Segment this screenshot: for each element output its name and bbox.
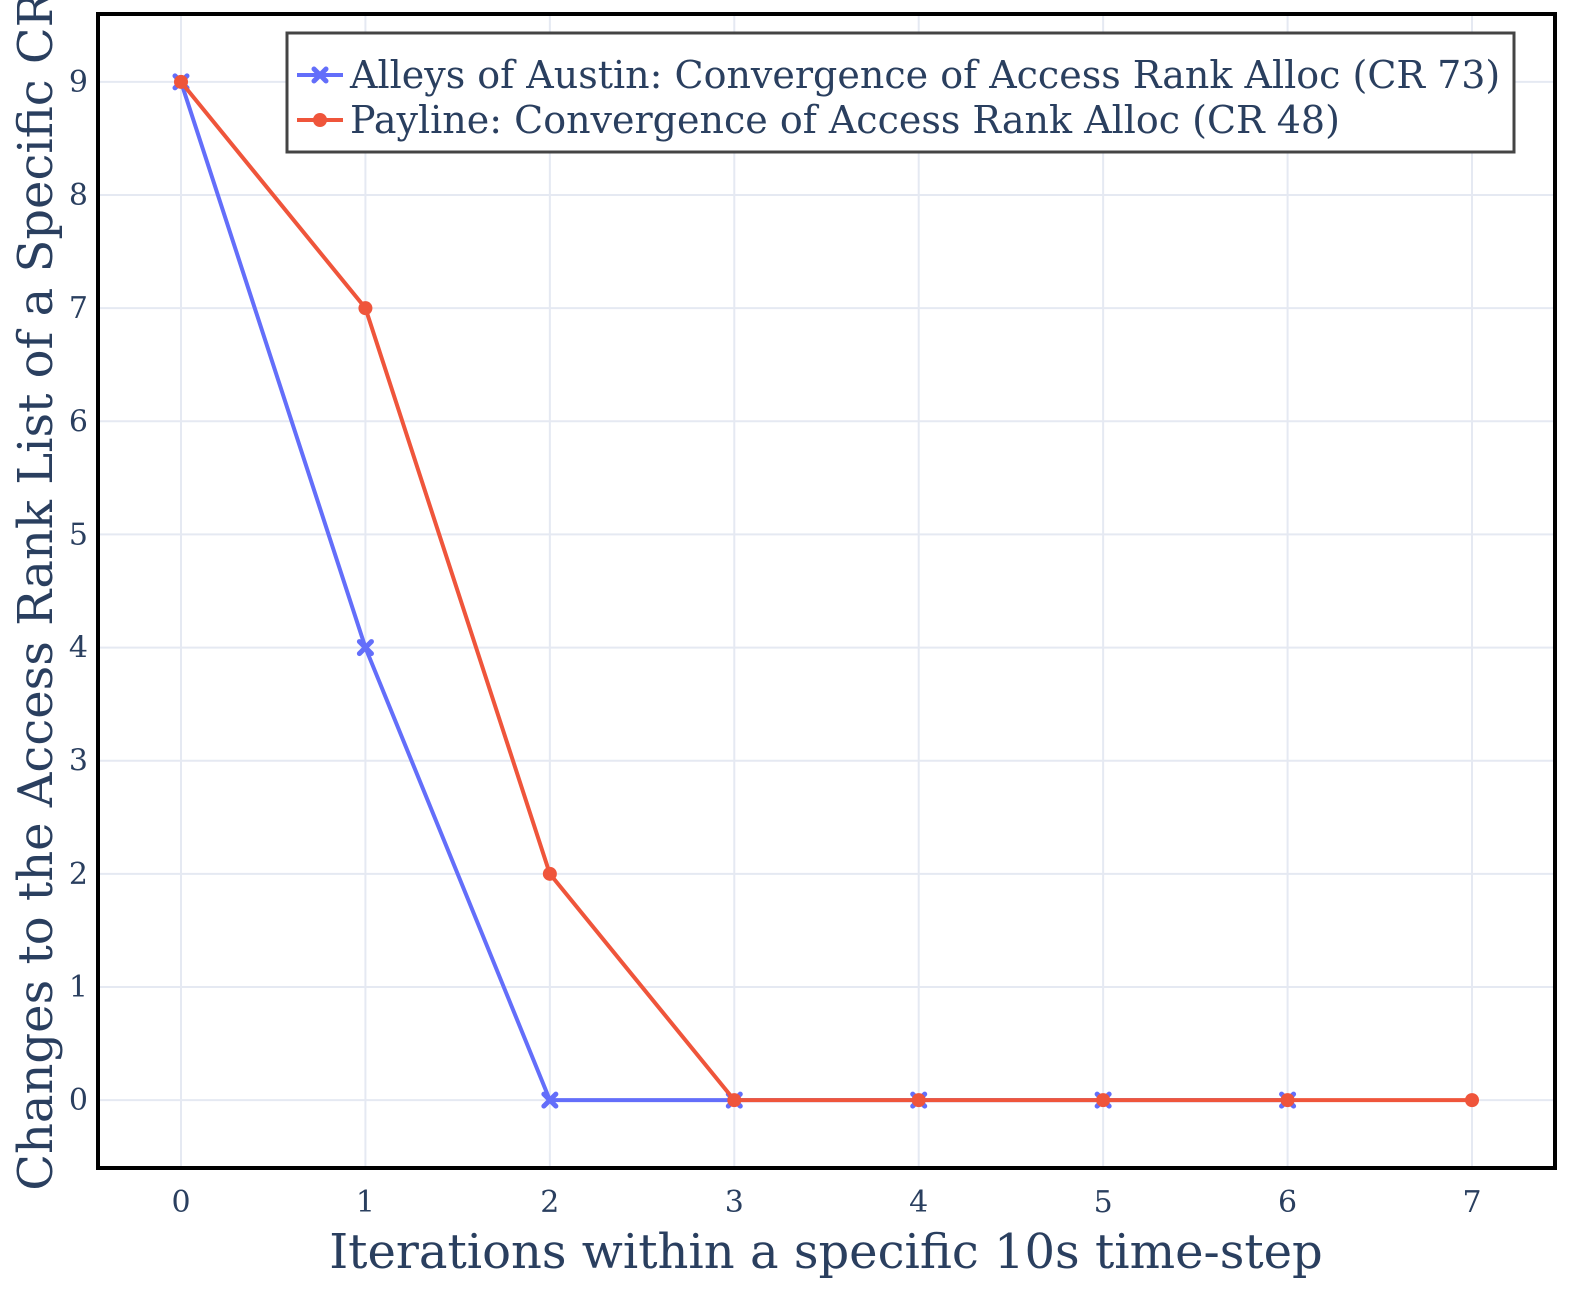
y-tick-label: 6 bbox=[69, 404, 88, 439]
legend-label: Payline: Convergence of Access Rank Allo… bbox=[350, 98, 1340, 142]
data-point bbox=[541, 1091, 559, 1109]
legend-swatch-marker bbox=[313, 113, 327, 127]
x-tick-label: 2 bbox=[540, 1185, 559, 1220]
y-axis-title: Changes to the Access Rank List of a Spe… bbox=[8, 0, 64, 1191]
y-tick-label: 8 bbox=[69, 178, 88, 213]
data-point bbox=[356, 639, 374, 657]
legend: Alleys of Austin: Convergence of Access … bbox=[285, 31, 1516, 154]
marker-stroke bbox=[356, 639, 374, 657]
x-tick-label: 4 bbox=[909, 1185, 928, 1220]
series-line bbox=[179, 80, 1473, 1103]
data-point bbox=[911, 1093, 926, 1108]
x-tick-label: 3 bbox=[725, 1185, 744, 1220]
data-point bbox=[1280, 1093, 1295, 1108]
grid bbox=[98, 14, 1555, 1168]
legend-swatch-marker bbox=[311, 66, 329, 84]
y-tick-label: 7 bbox=[69, 291, 88, 326]
legend-item: Payline: Convergence of Access Rank Allo… bbox=[297, 98, 1340, 142]
marker-stroke bbox=[541, 1091, 559, 1109]
y-tick-label: 9 bbox=[69, 65, 88, 100]
legend-item: Alleys of Austin: Convergence of Access … bbox=[297, 53, 1500, 97]
legend-label: Alleys of Austin: Convergence of Access … bbox=[349, 53, 1500, 97]
ticks: 0 1 2 3 4 5 6 7 0 1 2 3 4 5 6 7 8 9 bbox=[69, 65, 1482, 1220]
y-tick-label: 4 bbox=[69, 631, 88, 666]
x-axis-title: Iterations within a specific 10s time-st… bbox=[329, 1224, 1323, 1280]
x-tick-label: 5 bbox=[1094, 1185, 1113, 1220]
series-2 bbox=[173, 74, 1480, 1108]
x-tick-label: 1 bbox=[356, 1185, 375, 1220]
x-tick-label: 7 bbox=[1462, 1185, 1481, 1220]
y-tick-label: 5 bbox=[69, 517, 88, 552]
x-tick-label: 6 bbox=[1278, 1185, 1297, 1220]
x-tick-label: 0 bbox=[171, 1185, 190, 1220]
y-tick-label: 0 bbox=[69, 1083, 88, 1118]
series-layer bbox=[172, 73, 1480, 1109]
data-point bbox=[1465, 1093, 1480, 1108]
data-point bbox=[542, 866, 557, 881]
y-tick-label: 2 bbox=[69, 857, 88, 892]
data-point bbox=[1096, 1093, 1111, 1108]
legend-box bbox=[285, 31, 1516, 154]
data-point bbox=[358, 301, 373, 316]
marker-stroke bbox=[311, 66, 329, 84]
y-tick-label: 1 bbox=[69, 970, 88, 1005]
data-point bbox=[727, 1093, 742, 1108]
y-tick-label: 3 bbox=[69, 744, 88, 779]
plot-frame bbox=[96, 12, 1557, 1170]
data-point bbox=[173, 74, 188, 89]
